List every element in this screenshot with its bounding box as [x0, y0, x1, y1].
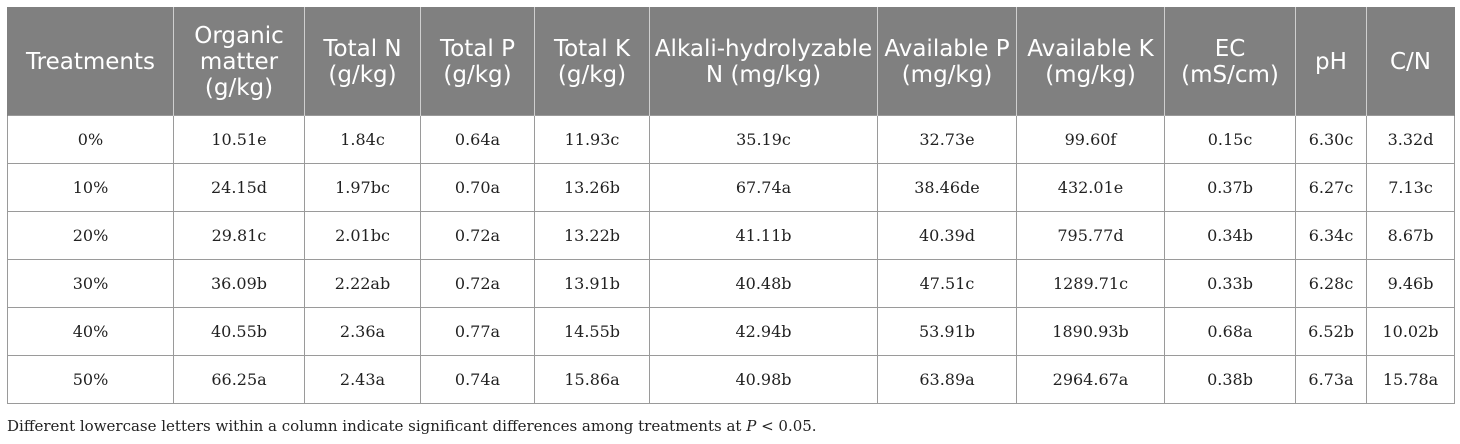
table-cell: 0.77a — [420, 307, 535, 356]
table-row: 10% 24.15d 1.97bc 0.70a 13.26b 67.74a 38… — [7, 163, 1455, 212]
table-cell: 6.52b — [1295, 307, 1367, 356]
table-cell: 38.46de — [877, 163, 1017, 212]
table-cell: 99.60f — [1016, 115, 1165, 164]
table-cell: 40% — [7, 307, 174, 356]
header-row: Treatments Organic matter (g/kg) Total N… — [7, 7, 1455, 116]
footnote-text: Different lowercase letters within a col… — [7, 417, 747, 435]
table-cell: 13.91b — [534, 259, 650, 308]
table-row: 40% 40.55b 2.36a 0.77a 14.55b 42.94b 53.… — [7, 307, 1455, 356]
column-header-treatments: Treatments — [7, 7, 174, 116]
table-cell: 41.11b — [649, 211, 878, 260]
table-cell: 66.25a — [173, 355, 305, 404]
table-cell: 24.15d — [173, 163, 305, 212]
table-cell: 2.22ab — [304, 259, 421, 308]
table-cell: 15.78a — [1366, 355, 1455, 404]
table-cell: 0.38b — [1164, 355, 1296, 404]
table-cell: 0.37b — [1164, 163, 1296, 212]
table-cell: 9.46b — [1366, 259, 1455, 308]
column-header-cn: C/N — [1366, 7, 1455, 116]
table-cell: 0.74a — [420, 355, 535, 404]
table-cell: 30% — [7, 259, 174, 308]
table-cell: 42.94b — [649, 307, 878, 356]
table-cell: 13.22b — [534, 211, 650, 260]
column-header-total-k: Total K (g/kg) — [534, 7, 650, 116]
table-row: 30% 36.09b 2.22ab 0.72a 13.91b 40.48b 47… — [7, 259, 1455, 308]
table-cell: 29.81c — [173, 211, 305, 260]
table-cell: 2.01bc — [304, 211, 421, 260]
table-cell: 15.86a — [534, 355, 650, 404]
table-cell: 53.91b — [877, 307, 1017, 356]
table-cell: 6.34c — [1295, 211, 1367, 260]
data-table-container: Treatments Organic matter (g/kg) Total N… — [7, 7, 1455, 404]
table-footnote: Different lowercase letters within a col… — [7, 417, 817, 435]
footnote-p-symbol: P — [746, 417, 757, 435]
table-cell: 20% — [7, 211, 174, 260]
footnote-threshold: < 0.05. — [756, 417, 817, 435]
column-header-organic-matter: Organic matter (g/kg) — [173, 7, 305, 116]
table-cell: 10.51e — [173, 115, 305, 164]
table-cell: 1.97bc — [304, 163, 421, 212]
table-cell: 2.43a — [304, 355, 421, 404]
table-cell: 0% — [7, 115, 174, 164]
table-cell: 2.36a — [304, 307, 421, 356]
table-cell: 40.55b — [173, 307, 305, 356]
table-cell: 40.98b — [649, 355, 878, 404]
table-cell: 50% — [7, 355, 174, 404]
table-cell: 67.74a — [649, 163, 878, 212]
column-header-total-n: Total N (g/kg) — [304, 7, 421, 116]
table-row: 0% 10.51e 1.84c 0.64a 11.93c 35.19c 32.7… — [7, 115, 1455, 164]
table-cell: 0.72a — [420, 211, 535, 260]
table-cell: 6.27c — [1295, 163, 1367, 212]
table-cell: 0.33b — [1164, 259, 1296, 308]
table-cell: 432.01e — [1016, 163, 1165, 212]
soil-properties-table: Treatments Organic matter (g/kg) Total N… — [7, 7, 1455, 404]
table-cell: 35.19c — [649, 115, 878, 164]
table-cell: 0.68a — [1164, 307, 1296, 356]
table-cell: 0.15c — [1164, 115, 1296, 164]
table-cell: 8.67b — [1366, 211, 1455, 260]
table-cell: 6.73a — [1295, 355, 1367, 404]
table-cell: 32.73e — [877, 115, 1017, 164]
table-cell: 36.09b — [173, 259, 305, 308]
table-cell: 47.51c — [877, 259, 1017, 308]
table-cell: 1890.93b — [1016, 307, 1165, 356]
table-cell: 13.26b — [534, 163, 650, 212]
table-cell: 10.02b — [1366, 307, 1455, 356]
table-cell: 40.48b — [649, 259, 878, 308]
table-cell: 2964.67a — [1016, 355, 1165, 404]
column-header-available-p: Available P (mg/kg) — [877, 7, 1017, 116]
table-cell: 0.72a — [420, 259, 535, 308]
table-cell: 63.89a — [877, 355, 1017, 404]
table-row: 20% 29.81c 2.01bc 0.72a 13.22b 41.11b 40… — [7, 211, 1455, 260]
table-cell: 795.77d — [1016, 211, 1165, 260]
table-cell: 11.93c — [534, 115, 650, 164]
table-cell: 0.64a — [420, 115, 535, 164]
table-cell: 7.13c — [1366, 163, 1455, 212]
table-cell: 0.70a — [420, 163, 535, 212]
column-header-ph: pH — [1295, 7, 1367, 116]
table-cell: 1289.71c — [1016, 259, 1165, 308]
table-cell: 0.34b — [1164, 211, 1296, 260]
column-header-available-k: Available K (mg/kg) — [1016, 7, 1165, 116]
table-cell: 6.28c — [1295, 259, 1367, 308]
table-row: 50% 66.25a 2.43a 0.74a 15.86a 40.98b 63.… — [7, 355, 1455, 404]
column-header-alkali-hydrolyzable-n: Alkali-hydrolyzable N (mg/kg) — [649, 7, 878, 116]
column-header-ec: EC (mS/cm) — [1164, 7, 1296, 116]
table-cell: 10% — [7, 163, 174, 212]
table-cell: 6.30c — [1295, 115, 1367, 164]
table-cell: 40.39d — [877, 211, 1017, 260]
table-cell: 14.55b — [534, 307, 650, 356]
table-cell: 1.84c — [304, 115, 421, 164]
table-cell: 3.32d — [1366, 115, 1455, 164]
column-header-total-p: Total P (g/kg) — [420, 7, 535, 116]
